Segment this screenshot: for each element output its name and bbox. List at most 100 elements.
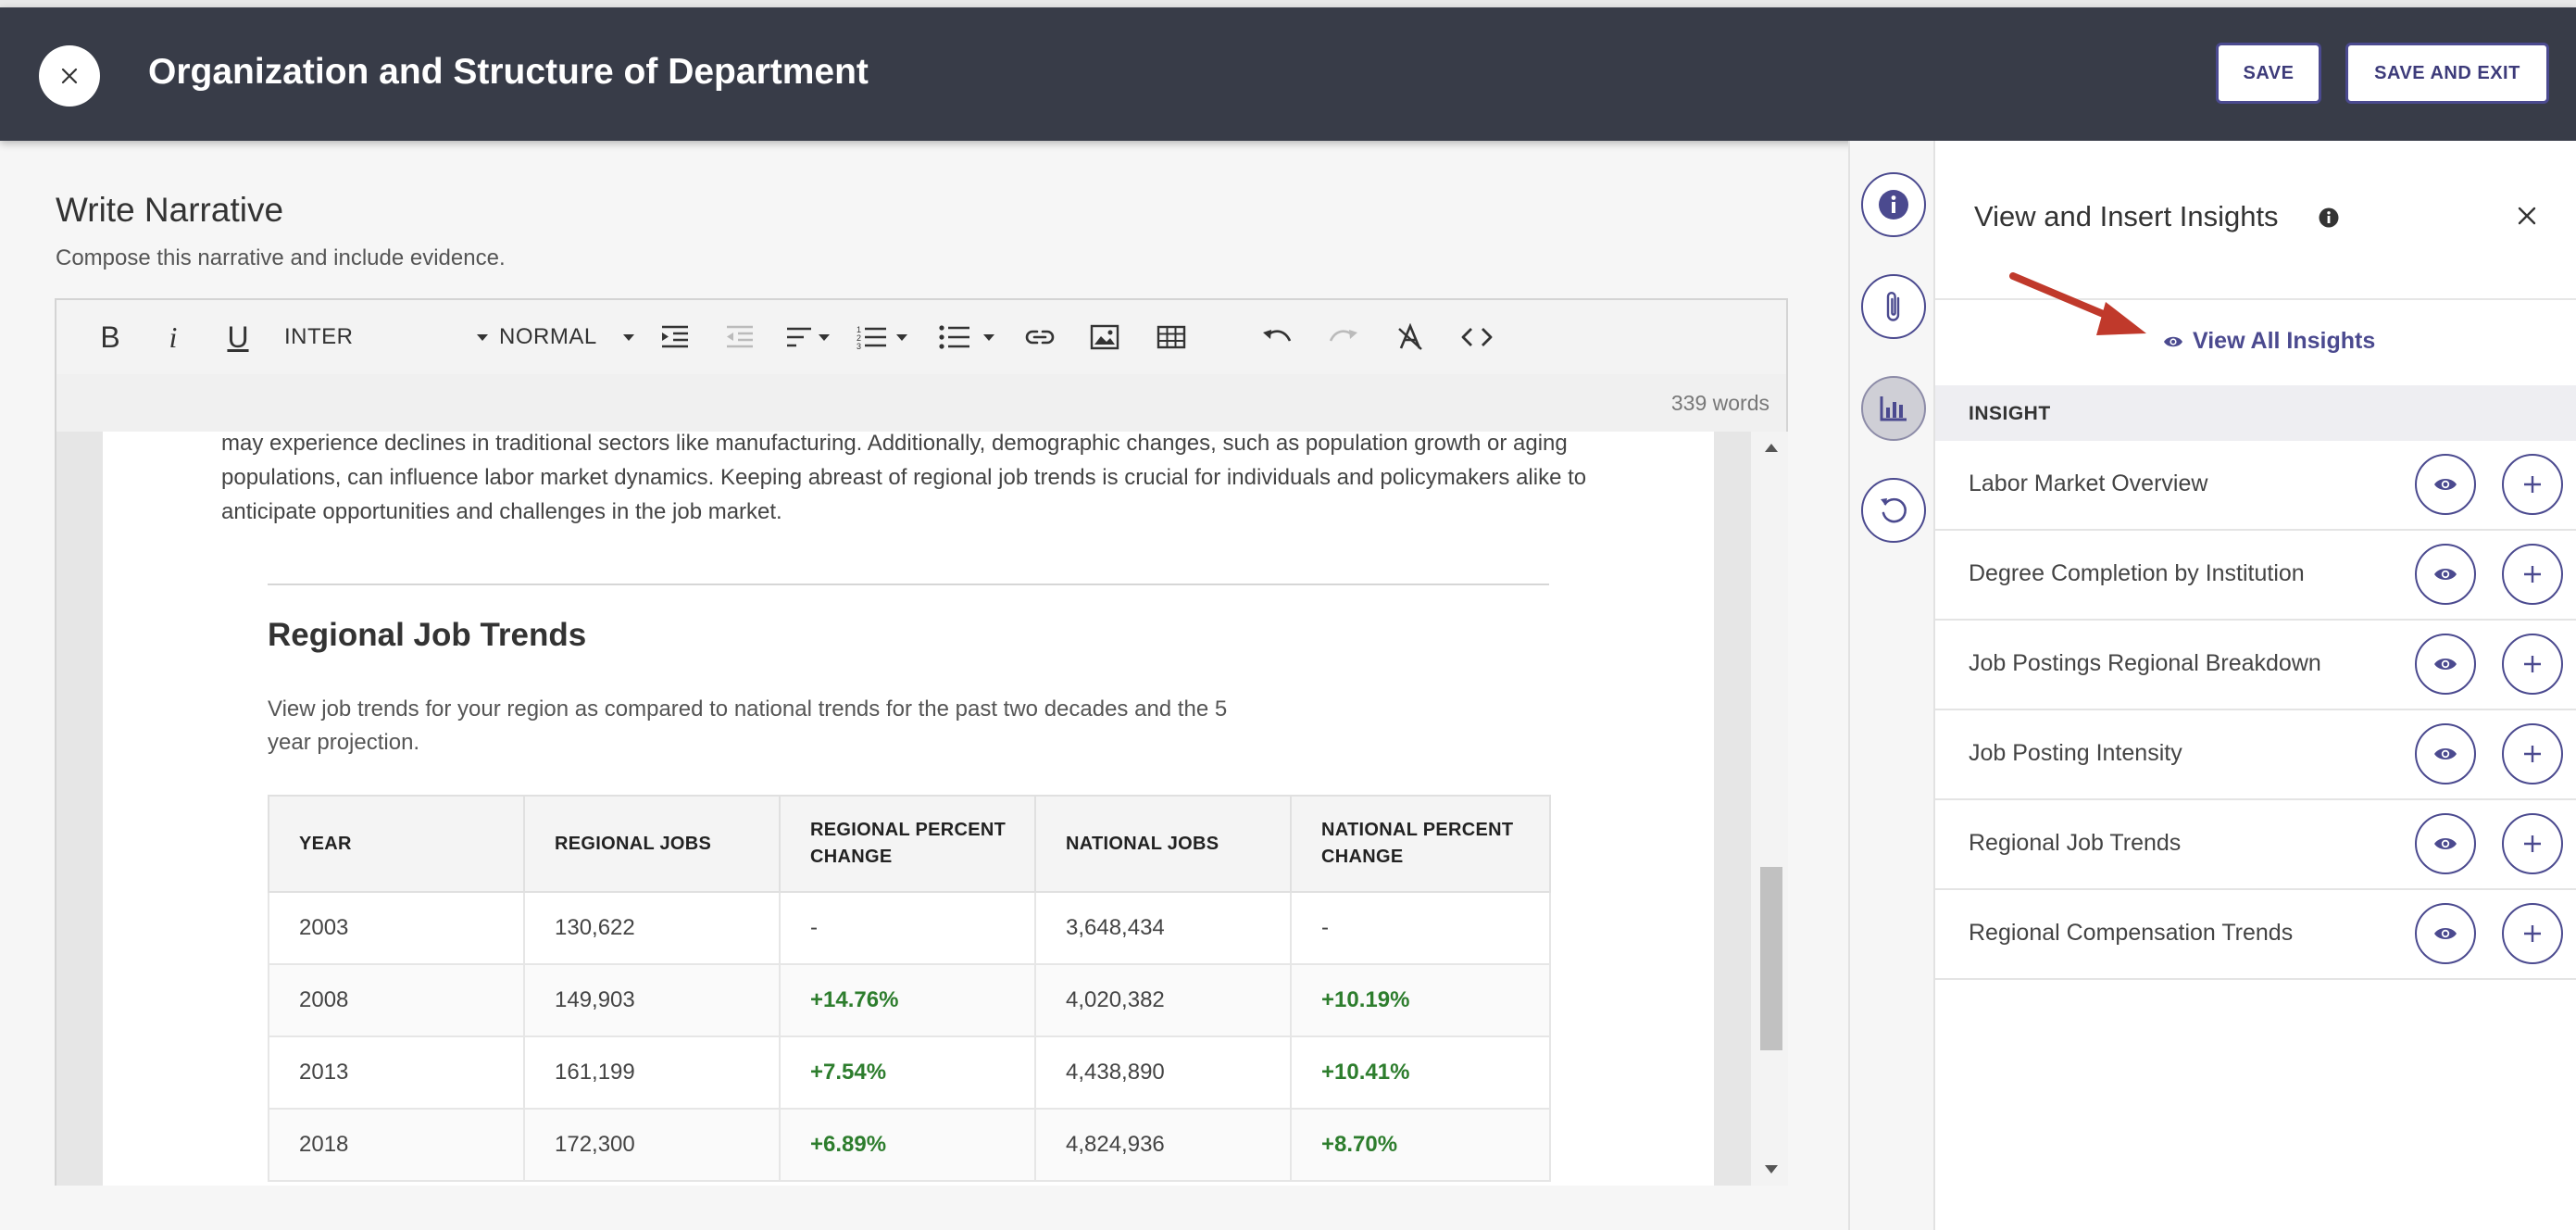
close-icon (61, 68, 78, 84)
insight-row: Regional Job Trends (1935, 800, 2576, 890)
browser-top-strip (0, 0, 2576, 7)
insert-insight-button[interactable] (2502, 454, 2563, 515)
table-row: 2003 130,622 - 3,648,434 - (268, 891, 1551, 965)
preview-insight-button[interactable] (2415, 634, 2476, 695)
table-row: 2008 149,903 +14.76% 4,020,382 +10.19% (268, 963, 1551, 1037)
editor-scrollbar-thumb[interactable] (1760, 867, 1782, 1050)
close-panel-icon[interactable] (2517, 206, 2537, 226)
svg-text:3: 3 (857, 342, 861, 351)
preview-insight-button[interactable] (2415, 454, 2476, 515)
history-icon (1881, 497, 1907, 523)
insert-insight-button[interactable] (2502, 903, 2563, 964)
insert-image-button[interactable] (1084, 319, 1125, 356)
table-cell: - (779, 891, 1036, 965)
scroll-up-arrow-icon[interactable] (1765, 444, 1778, 452)
eye-icon (2164, 336, 2182, 346)
eye-icon (2434, 838, 2457, 849)
save-button[interactable]: SAVE (2216, 43, 2321, 104)
font-size-select[interactable]: NORMAL (499, 319, 634, 356)
svg-text:1: 1 (857, 325, 861, 334)
column-header: YEAR (268, 795, 525, 893)
indent-button[interactable] (655, 319, 695, 356)
undo-button[interactable] (1257, 319, 1297, 356)
caret-down-icon (983, 333, 994, 341)
page-title: Organization and Structure of Department (148, 52, 869, 92)
info-icon[interactable] (2319, 207, 2339, 228)
table-cell: 149,903 (523, 963, 781, 1037)
preview-insight-button[interactable] (2415, 544, 2476, 605)
insert-insight-button[interactable] (2502, 544, 2563, 605)
plus-icon (2524, 566, 2541, 583)
table-icon (1157, 325, 1186, 349)
insight-row: Labor Market Overview (1935, 441, 2576, 531)
bullet-list-select[interactable] (932, 319, 1001, 356)
column-header: REGIONAL PERCENT CHANGE (779, 795, 1036, 893)
info-tab-button[interactable] (1861, 172, 1926, 237)
section-heading: Regional Job Trends (268, 617, 587, 653)
attachments-tab-button[interactable] (1861, 274, 1926, 339)
image-icon (1090, 324, 1119, 350)
align-select[interactable] (779, 319, 836, 356)
table-row: 2018 172,300 +6.89% 4,824,936 +8.70% (268, 1108, 1551, 1182)
table-cell: 4,438,890 (1034, 1035, 1292, 1110)
table-cell: 130,622 (523, 891, 781, 965)
scroll-down-arrow-icon[interactable] (1765, 1165, 1778, 1174)
caret-down-icon (477, 333, 488, 341)
table-cell: +10.41% (1290, 1035, 1551, 1110)
eye-icon (2434, 569, 2457, 580)
table-cell: +10.19% (1290, 963, 1551, 1037)
history-tab-button[interactable] (1861, 478, 1926, 543)
plus-icon (2524, 656, 2541, 672)
document-margin-right (1714, 432, 1751, 1186)
info-icon (1879, 190, 1908, 220)
insert-link-button[interactable] (1019, 319, 1060, 356)
italic-icon: i (169, 320, 178, 354)
column-header: NATIONAL PERCENT CHANGE (1290, 795, 1551, 893)
caret-down-icon (896, 333, 907, 341)
undo-icon (1263, 330, 1292, 342)
close-editor-button[interactable] (39, 45, 100, 107)
table-cell: 2003 (268, 891, 525, 965)
indent-icon (662, 325, 688, 348)
eye-icon (2434, 659, 2457, 670)
section-description: View job trends for your region as compa… (268, 697, 1228, 755)
underline-button[interactable]: U (218, 319, 258, 356)
document-body[interactable]: may experience declines in traditional s… (103, 432, 1714, 1186)
document-margin-left (56, 432, 103, 1186)
insert-table-button[interactable] (1151, 319, 1192, 356)
underline-icon: U (227, 320, 249, 354)
table-cell: +6.89% (779, 1108, 1036, 1182)
insert-insight-button[interactable] (2502, 634, 2563, 695)
bold-button[interactable]: B (90, 319, 131, 356)
table-cell: 2018 (268, 1108, 525, 1182)
insight-row: Job Postings Regional Breakdown (1935, 621, 2576, 710)
table-cell: 161,199 (523, 1035, 781, 1110)
italic-button[interactable]: i (155, 319, 192, 356)
plus-icon (2524, 476, 2541, 493)
svg-text:2: 2 (857, 333, 861, 343)
insight-row: Job Posting Intensity (1935, 710, 2576, 800)
bold-icon: B (100, 320, 120, 354)
word-count: 339 words (1670, 391, 1769, 415)
clear-formatting-button[interactable] (1390, 319, 1431, 356)
insight-label: Degree Completion by Institution (1969, 560, 2305, 586)
save-and-exit-button[interactable]: SAVE AND EXIT (2345, 43, 2549, 104)
eye-icon (2434, 748, 2457, 759)
outdent-button[interactable] (719, 319, 760, 356)
preview-insight-button[interactable] (2415, 813, 2476, 874)
editor-scrollbar[interactable] (1751, 432, 1788, 1186)
source-code-button[interactable] (1457, 319, 1497, 356)
font-family-select[interactable]: INTER (284, 319, 488, 356)
preview-insight-button[interactable] (2415, 723, 2476, 784)
intro-paragraph: may experience declines in traditional s… (221, 432, 1587, 524)
redo-button[interactable] (1323, 319, 1364, 356)
insert-insight-button[interactable] (2502, 723, 2563, 784)
insert-insight-button[interactable] (2502, 813, 2563, 874)
view-all-insights-link[interactable]: View All Insights (2163, 328, 2375, 355)
insight-column-header: INSIGHT (1969, 403, 2051, 424)
plus-icon (2524, 835, 2541, 852)
preview-insight-button[interactable] (2415, 903, 2476, 964)
insights-tab-button[interactable] (1861, 376, 1926, 441)
